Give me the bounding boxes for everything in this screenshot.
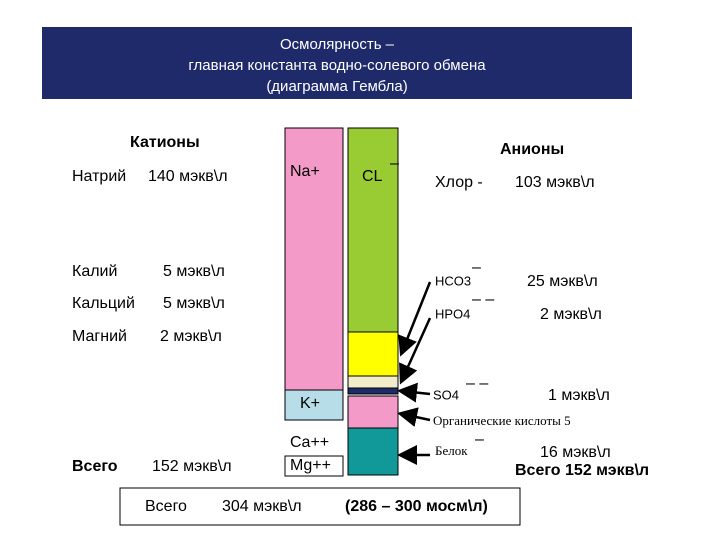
footer-osm: (286 – 300 мосм\л) — [345, 498, 488, 515]
anion-name: Органические кислоты 5 — [433, 413, 571, 428]
cation-name: Магний — [72, 328, 127, 345]
anion-amount: 1 мэкв\л — [548, 387, 610, 404]
title-box — [42, 27, 632, 99]
cation-amount: 5 мэкв\л — [163, 263, 225, 280]
anions-header: Анионы — [500, 141, 564, 158]
anion-charge: – – — [472, 291, 494, 308]
title: Осмолярность – — [280, 36, 395, 53]
footer-amount: 304 мэкв\л — [222, 498, 302, 515]
anion-name: Белок — [435, 443, 468, 458]
footer-label: Всего — [145, 498, 187, 515]
anion-name: HPO4 — [435, 306, 470, 321]
anion-total: Всего 152 мэкв\л — [515, 462, 649, 479]
cation-name: Натрий — [72, 168, 126, 185]
cation-amount: 140 мэкв\л — [148, 168, 228, 185]
ion-label: CL — [362, 168, 383, 185]
title: главная константа водно-солевого обмена — [188, 57, 486, 74]
ion-box — [284, 455, 344, 477]
ion-label: K+ — [300, 395, 320, 412]
cations-header: Катионы — [130, 134, 200, 151]
anion-name: HCO3 — [435, 273, 471, 288]
anion-amount: 103 мэкв\л — [515, 174, 595, 191]
cation-name: Кальций — [72, 295, 135, 312]
cation-amount: 2 мэкв\л — [160, 328, 222, 345]
anion-name: SO4 — [433, 387, 459, 402]
ion-charge: – — [390, 155, 399, 172]
footer-box — [119, 487, 521, 526]
ion-label: Ca++ — [290, 434, 329, 451]
cation-name: Калий — [72, 263, 117, 280]
anion-amount: 2 мэкв\л — [540, 306, 602, 323]
anion-name: Хлор - — [435, 174, 483, 191]
anion-amount: 16 мэкв\л — [540, 444, 611, 461]
ion-label: Na+ — [290, 163, 320, 180]
cation-amount: 5 мэкв\л — [163, 295, 225, 312]
cation-column — [284, 127, 344, 421]
anion-charge: – – — [466, 375, 488, 392]
anion-amount: 25 мэкв\л — [527, 273, 598, 290]
anion-column — [347, 127, 399, 476]
cation-total-label: Всего — [72, 458, 118, 475]
title: (диаграмма Гембла) — [266, 78, 407, 95]
arrows — [397, 281, 432, 465]
cation-total: 152 мэкв\л — [152, 458, 232, 475]
anion-charge: – — [475, 431, 484, 448]
ion-label: Mg++ — [290, 457, 331, 474]
anion-charge: – — [472, 259, 481, 276]
